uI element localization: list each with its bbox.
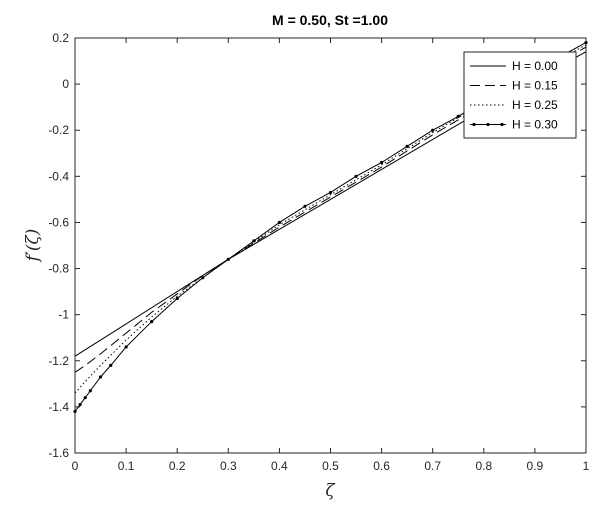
series-point [328, 190, 333, 195]
legend-label: H = 0.25 [512, 98, 558, 112]
y-tick-label: -1.4 [48, 400, 69, 414]
y-tick-label: 0 [62, 77, 69, 91]
series-point [303, 204, 307, 208]
y-tick-label: -1.6 [48, 446, 69, 460]
y-tick-label: -0.2 [48, 123, 69, 137]
x-tick-label: 0.5 [322, 459, 339, 473]
series-point [83, 396, 87, 400]
series-point [150, 319, 154, 324]
axis-ticks: 0 0.1 0.2 0.3 0.4 0.5 0.6 0.7 0.8 0.9 1 -1.6 -1.4 -1.… [48, 31, 589, 473]
y-tick-label: -0.4 [48, 169, 69, 183]
series-point [584, 41, 588, 45]
y-tick-label: 0.2 [52, 31, 69, 45]
series-point [78, 402, 82, 407]
series-point [175, 296, 179, 301]
legend-swatch-point [486, 122, 490, 127]
y-axis-label: f′(ζ) [23, 229, 43, 264]
series-point [109, 363, 113, 367]
legend-swatch-point [500, 122, 504, 127]
x-tick-label: 0.9 [527, 459, 544, 473]
series-point [252, 239, 256, 243]
x-tick-label: 0.8 [475, 459, 492, 473]
x-tick-label: 1 [583, 459, 590, 473]
series-point [456, 114, 460, 118]
legend: H = 0.00 H = 0.15 H = 0.25 H = 0.30 [463, 51, 577, 139]
y-tick-label: -1.2 [48, 354, 69, 368]
series-point [380, 160, 384, 165]
series-point [88, 389, 92, 393]
series-point [354, 174, 358, 178]
legend-label: H = 0.15 [512, 79, 558, 93]
y-tick-label: -0.6 [48, 215, 69, 229]
chart-title: M = 0.50, St =1.00 [272, 12, 388, 28]
series-point [431, 128, 435, 132]
x-tick-label: 0.3 [220, 459, 237, 473]
series-point [201, 276, 205, 280]
series-point [73, 409, 77, 414]
x-axis-label: ζ [325, 481, 336, 501]
x-tick-label: 0.7 [424, 459, 441, 473]
y-tick-label: -0.8 [48, 262, 69, 276]
series-point [124, 345, 128, 349]
series-point [277, 220, 281, 225]
x-tick-label: 0.6 [373, 459, 390, 473]
y-tick-label: -1 [58, 308, 69, 322]
series-point [98, 375, 103, 379]
legend-label: H = 0.00 [512, 59, 558, 73]
x-tick-label: 0.4 [271, 459, 288, 473]
x-tick-label: 0.2 [169, 459, 186, 473]
x-tick-label: 0 [72, 459, 79, 473]
x-tick-label: 0.1 [118, 459, 135, 473]
legend-swatch-point [472, 122, 476, 127]
legend-label: H = 0.30 [512, 118, 558, 132]
series-point [405, 144, 409, 148]
series-point [226, 257, 230, 261]
